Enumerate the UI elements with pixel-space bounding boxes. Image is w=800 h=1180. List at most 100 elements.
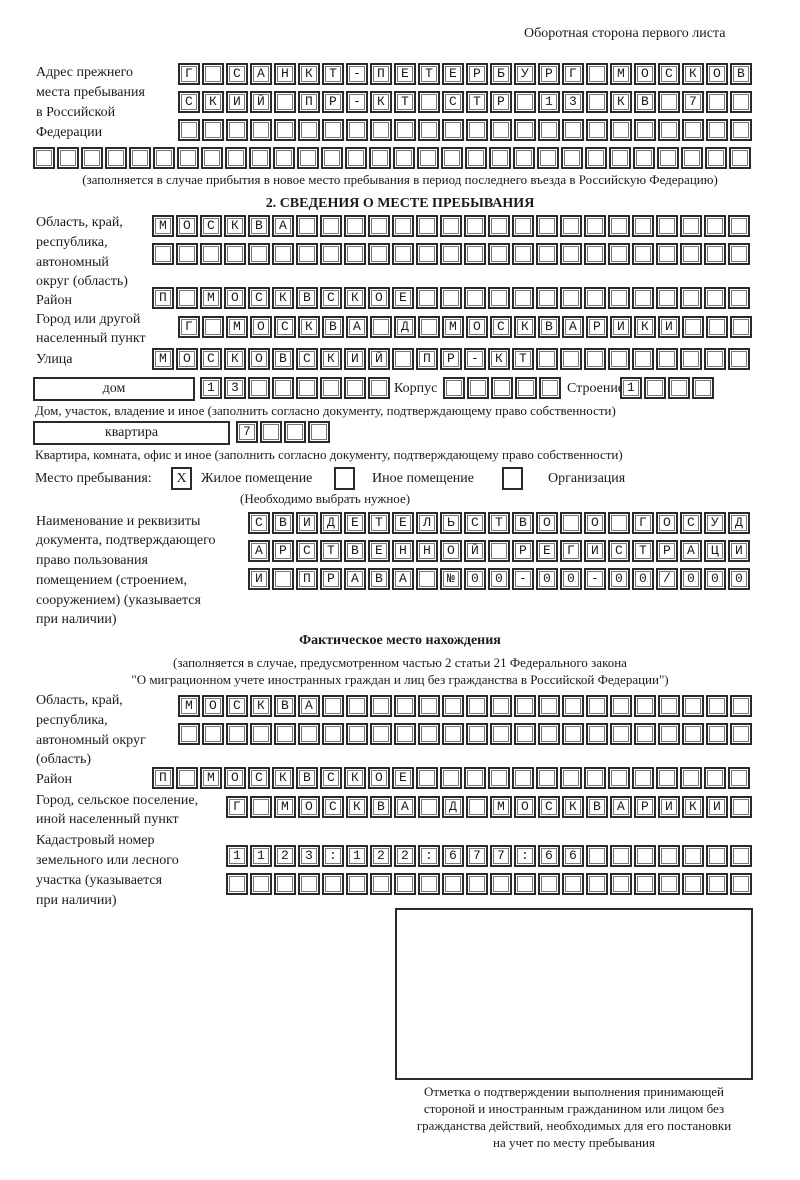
letter-cell[interactable] <box>440 243 462 265</box>
letter-cell[interactable] <box>584 540 606 562</box>
letter-cell[interactable] <box>236 421 258 443</box>
letter-cell[interactable] <box>248 767 270 789</box>
letter-cell[interactable] <box>152 287 174 309</box>
letter-cell[interactable] <box>512 540 534 562</box>
letter-cell[interactable] <box>584 512 606 534</box>
letter-cell[interactable] <box>417 147 439 169</box>
letter-cell[interactable] <box>394 119 416 141</box>
letter-cell[interactable] <box>730 316 752 338</box>
letter-cell[interactable] <box>346 91 368 113</box>
letter-cell[interactable] <box>344 243 366 265</box>
letter-cell[interactable] <box>272 348 294 370</box>
letter-cell[interactable] <box>440 348 462 370</box>
letter-cell[interactable] <box>368 348 390 370</box>
letter-cell[interactable] <box>512 348 534 370</box>
letter-cell[interactable] <box>467 377 489 399</box>
letter-cell[interactable] <box>200 243 222 265</box>
letter-cell[interactable] <box>730 119 752 141</box>
letter-cell[interactable] <box>250 873 272 895</box>
letter-cell[interactable] <box>537 147 559 169</box>
letter-cell[interactable] <box>682 119 704 141</box>
letter-cell[interactable] <box>442 63 464 85</box>
letter-cell[interactable] <box>248 215 270 237</box>
letter-cell[interactable] <box>272 215 294 237</box>
letter-cell[interactable] <box>418 119 440 141</box>
letter-cell[interactable] <box>322 63 344 85</box>
letter-cell[interactable] <box>274 316 296 338</box>
letter-cell[interactable] <box>370 873 392 895</box>
letter-cell[interactable] <box>634 119 656 141</box>
letter-cell[interactable] <box>560 540 582 562</box>
letter-cell[interactable] <box>560 767 582 789</box>
letter-cell[interactable] <box>560 287 582 309</box>
letter-cell[interactable] <box>322 873 344 895</box>
letter-cell[interactable] <box>658 119 680 141</box>
letter-cell[interactable] <box>250 63 272 85</box>
letter-cell[interactable] <box>370 845 392 867</box>
letter-cell[interactable] <box>562 119 584 141</box>
letter-cell[interactable] <box>442 796 464 818</box>
letter-cell[interactable] <box>346 796 368 818</box>
letter-cell[interactable] <box>668 377 690 399</box>
letter-cell[interactable] <box>296 568 318 590</box>
letter-cell[interactable] <box>296 540 318 562</box>
letter-cell[interactable] <box>418 91 440 113</box>
letter-cell[interactable] <box>536 568 558 590</box>
letter-cell[interactable] <box>322 119 344 141</box>
letter-cell[interactable] <box>536 287 558 309</box>
letter-cell[interactable] <box>464 540 486 562</box>
letter-cell[interactable] <box>634 695 656 717</box>
letter-cell[interactable] <box>514 91 536 113</box>
letter-cell[interactable] <box>706 63 728 85</box>
letter-cell[interactable] <box>440 540 462 562</box>
letter-cell[interactable] <box>320 767 342 789</box>
letter-cell[interactable] <box>226 695 248 717</box>
letter-cell[interactable] <box>610 63 632 85</box>
letter-cell[interactable] <box>274 723 296 745</box>
letter-cell[interactable] <box>488 287 510 309</box>
letter-cell[interactable] <box>608 287 630 309</box>
letter-cell[interactable] <box>202 316 224 338</box>
letter-cell[interactable] <box>466 845 488 867</box>
letter-cell[interactable] <box>466 873 488 895</box>
letter-cell[interactable] <box>368 215 390 237</box>
letter-cell[interactable] <box>488 512 510 534</box>
letter-cell[interactable] <box>538 723 560 745</box>
letter-cell[interactable] <box>200 287 222 309</box>
letter-cell[interactable] <box>224 287 246 309</box>
letter-cell[interactable] <box>728 348 750 370</box>
letter-cell[interactable] <box>682 695 704 717</box>
letter-cell[interactable] <box>226 796 248 818</box>
letter-cell[interactable] <box>539 377 561 399</box>
letter-cell[interactable] <box>344 215 366 237</box>
letter-cell[interactable] <box>729 147 751 169</box>
letter-cell[interactable] <box>178 91 200 113</box>
letter-cell[interactable] <box>560 215 582 237</box>
letter-cell[interactable] <box>224 243 246 265</box>
letter-cell[interactable] <box>274 695 296 717</box>
letter-cell[interactable] <box>274 873 296 895</box>
letter-cell[interactable] <box>201 147 223 169</box>
letter-cell[interactable] <box>370 695 392 717</box>
letter-cell[interactable] <box>488 243 510 265</box>
letter-cell[interactable] <box>658 91 680 113</box>
letter-cell[interactable] <box>730 723 752 745</box>
letter-cell[interactable] <box>728 287 750 309</box>
letter-cell[interactable] <box>490 91 512 113</box>
letter-cell[interactable] <box>586 91 608 113</box>
letter-cell[interactable] <box>682 845 704 867</box>
letter-cell[interactable] <box>610 316 632 338</box>
letter-cell[interactable] <box>634 796 656 818</box>
letter-cell[interactable] <box>620 377 642 399</box>
letter-cell[interactable] <box>176 215 198 237</box>
letter-cell[interactable] <box>704 215 726 237</box>
letter-cell[interactable] <box>610 695 632 717</box>
letter-cell[interactable] <box>394 723 416 745</box>
letter-cell[interactable] <box>705 147 727 169</box>
letter-cell[interactable] <box>249 147 271 169</box>
letter-cell[interactable] <box>394 845 416 867</box>
letter-cell[interactable] <box>368 540 390 562</box>
letter-cell[interactable] <box>370 723 392 745</box>
letter-cell[interactable] <box>296 243 318 265</box>
letter-cell[interactable] <box>250 119 272 141</box>
